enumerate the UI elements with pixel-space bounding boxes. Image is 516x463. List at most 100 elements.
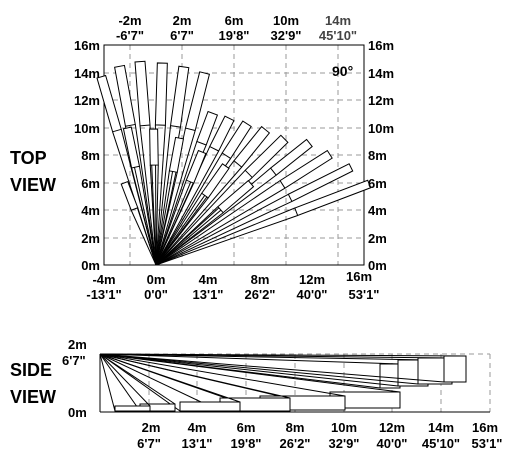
top-tick-ft-2: 6'7": [170, 28, 194, 43]
beam-ray: [155, 207, 295, 266]
beam-ray: [155, 164, 159, 266]
top-tick-m-2: 2m: [173, 13, 192, 28]
side-tick-m-2: 2m: [142, 420, 161, 435]
top-bottom-axis-ticks: -4m -13'1" 0m 0'0" 4m 13'1" 8m 26'2" 12m…: [86, 269, 379, 302]
top-right-axis-ticks: 16m 14m 12m 10m 8m 6m 4m 2m 0m: [368, 38, 394, 273]
side-tick-ft-2: 6'7": [137, 436, 161, 451]
beam-ray: [155, 152, 223, 266]
side-beam-ray: [99, 353, 399, 387]
top-view-frame: [103, 44, 365, 266]
top-view-label-line1: TOP: [10, 148, 47, 168]
bottom-tick-m-0: 0m: [147, 272, 166, 287]
top-view-zones: [96, 60, 372, 217]
side-tick-m-14: 14m: [428, 420, 454, 435]
beam-ray: [155, 212, 224, 266]
side-tick-ft-8: 26'2": [280, 436, 311, 451]
left-tick-4m: 4m: [81, 203, 100, 218]
beam-ray: [137, 207, 157, 266]
top-tick-ft-14: 45'10": [319, 28, 357, 43]
beam-ray: [130, 210, 157, 266]
side-detection-zone: [114, 405, 151, 412]
top-tick-m-6: 6m: [225, 13, 244, 28]
left-tick-0m: 0m: [81, 258, 100, 273]
side-beam-ray: [99, 353, 291, 399]
top-tick-ft-10: 32'9": [271, 28, 302, 43]
side-beam-ray: [99, 353, 151, 407]
right-tick-10m: 10m: [368, 121, 394, 136]
side-tick-ft-10: 32'9": [329, 436, 360, 451]
top-tick-m-minus2: -2m: [118, 13, 141, 28]
bottom-tick-m-minus4: -4m: [92, 272, 115, 287]
beam-ray: [155, 215, 298, 266]
beam-ray: [155, 125, 166, 266]
side-tick-ft-16: 53'1": [472, 436, 503, 451]
side-beam-ray: [99, 353, 419, 385]
beam-ray: [138, 166, 157, 266]
left-tick-10m: 10m: [74, 121, 100, 136]
left-tick-14m: 14m: [74, 66, 100, 81]
detection-zone: [269, 138, 313, 176]
side-tick-m-16: 16m: [472, 420, 498, 435]
detection-zone: [287, 163, 354, 203]
top-left-axis-ticks: 16m 14m 12m 10m 8m 6m 4m 2m 0m: [74, 38, 100, 273]
beam-ray: [155, 166, 243, 266]
side-beam-ray: [99, 353, 467, 357]
bottom-tick-ft-8: 26'2": [245, 287, 276, 302]
bottom-tick-m-12: 12m: [299, 272, 325, 287]
right-tick-4m: 4m: [368, 203, 387, 218]
beam-ray: [155, 180, 281, 266]
bottom-tick-ft-minus4: -13'1": [86, 287, 121, 302]
detection-zone: [279, 149, 333, 189]
detection-zone: [217, 179, 255, 214]
side-tick-m-8: 8m: [286, 420, 305, 435]
detection-zone: [233, 125, 271, 168]
top-view-label-line2: VIEW: [10, 175, 56, 195]
bottom-tick-ft-0: 0'0": [144, 287, 168, 302]
angle-label: 90°: [332, 63, 353, 79]
side-height-top-ft: 6'7": [62, 353, 86, 368]
detection-zone: [122, 126, 141, 169]
left-tick-12m: 12m: [74, 93, 100, 108]
side-detection-zone: [443, 355, 467, 383]
beam-ray: [149, 165, 157, 266]
side-view-label-line2: VIEW: [10, 387, 56, 407]
left-tick-6m: 6m: [81, 176, 100, 191]
right-tick-2m: 2m: [368, 231, 387, 246]
detection-zone: [201, 163, 230, 199]
beam-ray: [155, 193, 289, 266]
top-tick-ft-6: 19'8": [219, 28, 250, 43]
bottom-tick-ft-16: 53'1": [349, 287, 380, 302]
top-tick-m-10: 10m: [273, 13, 299, 28]
side-tick-m-4: 4m: [188, 420, 207, 435]
top-top-axis-ticks: -2m -6'7" 2m 6'7" 6m 19'8" 10m 32'9" 14m…: [116, 13, 357, 43]
detection-zone: [114, 64, 136, 127]
side-beam-ray: [99, 353, 445, 383]
top-tick-m-14: 14m: [325, 13, 351, 28]
side-tick-m-10: 10m: [331, 420, 357, 435]
detection-zone: [184, 71, 211, 132]
beam-ray: [155, 197, 209, 266]
beam-ray: [155, 182, 195, 266]
side-tick-m-6: 6m: [237, 420, 256, 435]
right-tick-14m: 14m: [368, 66, 394, 81]
detection-zone: [168, 136, 185, 173]
right-tick-0m: 0m: [368, 258, 387, 273]
right-tick-12m: 12m: [368, 93, 394, 108]
bottom-tick-m-4: 4m: [199, 272, 218, 287]
side-tick-ft-6: 19'8": [231, 436, 262, 451]
side-beam-ray: [99, 353, 176, 405]
detection-zone: [96, 74, 122, 133]
beam-ray: [155, 192, 203, 266]
side-beam-ray: [99, 353, 401, 365]
side-view: SIDE VIEW 2m 6'7" 0m 2m 6'7" 4m 13'1" 6m…: [10, 337, 502, 451]
beam-ray: [155, 141, 198, 266]
left-tick-2m: 2m: [81, 231, 100, 246]
bottom-tick-m-8: 8m: [251, 272, 270, 287]
side-beam-ray: [99, 353, 401, 393]
beam-ray: [155, 187, 286, 266]
beam-ray: [155, 150, 220, 266]
detection-zone: [244, 134, 289, 179]
side-height-top-m: 2m: [68, 337, 87, 352]
bottom-tick-m-16: 16m: [346, 269, 372, 284]
side-tick-ft-14: 45'10": [422, 436, 460, 451]
